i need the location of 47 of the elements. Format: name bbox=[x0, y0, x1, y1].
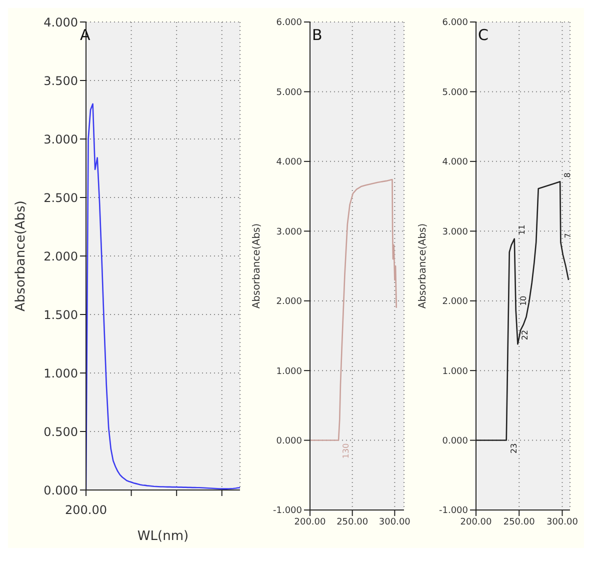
x-tick-label: 300.00 bbox=[546, 517, 578, 528]
y-tick-label: 0.500 bbox=[44, 424, 78, 439]
annotation: 130 bbox=[342, 443, 351, 459]
y-tick-label: 3.000 bbox=[44, 132, 78, 146]
y-tick-label: 2.000 bbox=[44, 249, 78, 264]
line-series bbox=[310, 178, 398, 441]
y-tick-label: 1.000 bbox=[442, 366, 468, 377]
y-tick-label: 2.500 bbox=[44, 190, 78, 205]
y-tick-label: 5.000 bbox=[276, 88, 302, 98]
y-tick-label: 4.000 bbox=[276, 158, 302, 168]
y-tick-label: 3.000 bbox=[442, 227, 468, 238]
x-tick-label: 300.00 bbox=[378, 517, 411, 528]
y-tick-label: 6.000 bbox=[442, 18, 468, 28]
y-axis-title: Absorbance(Abs) bbox=[252, 223, 263, 309]
line-series bbox=[86, 103, 240, 490]
chart-title: C bbox=[478, 26, 488, 44]
y-tick-label: 3.500 bbox=[44, 74, 78, 88]
y-tick-label: 0.000 bbox=[276, 436, 302, 446]
y-tick-label: -1.000 bbox=[438, 506, 468, 516]
y-tick-label: 2.000 bbox=[442, 297, 468, 308]
annotation: 10 bbox=[518, 296, 528, 306]
x-tick-label: 250.00 bbox=[503, 517, 536, 528]
y-tick-label: 2.000 bbox=[276, 297, 302, 308]
y-tick-label: 0.000 bbox=[442, 436, 468, 446]
y-tick-label: 3.000 bbox=[276, 227, 302, 238]
x-tick-label: 200.00 bbox=[460, 517, 492, 528]
x-axis-title: WL(nm) bbox=[137, 529, 189, 544]
chart-title: B bbox=[312, 26, 322, 44]
x-tick-label: 250.00 bbox=[336, 517, 368, 528]
annotation: 8 bbox=[563, 172, 572, 178]
y-tick-label: 1.000 bbox=[276, 366, 302, 377]
text: 200.00 bbox=[65, 503, 107, 517]
y-tick-label: 0.000 bbox=[44, 483, 78, 498]
annotation: 23 bbox=[509, 443, 518, 454]
y-axis-title: Absorbance(Abs) bbox=[14, 200, 29, 312]
y-tick-label: 1.000 bbox=[44, 366, 78, 380]
annotation: 11 bbox=[517, 224, 526, 235]
y-tick-label: 6.000 bbox=[276, 18, 302, 28]
y-tick-label: -1.000 bbox=[272, 506, 302, 516]
y-axis-title: Absorbance(Abs) bbox=[418, 223, 429, 309]
y-tick-label: 1.500 bbox=[44, 308, 78, 322]
x-tick-label: 200.00 bbox=[294, 517, 326, 528]
y-tick-label: 5.000 bbox=[442, 88, 468, 98]
annotation: 22 bbox=[520, 330, 530, 340]
y-tick-label: 4.000 bbox=[442, 158, 468, 168]
annotation: 7 bbox=[564, 233, 573, 238]
y-tick-label: 4.000 bbox=[44, 15, 78, 30]
